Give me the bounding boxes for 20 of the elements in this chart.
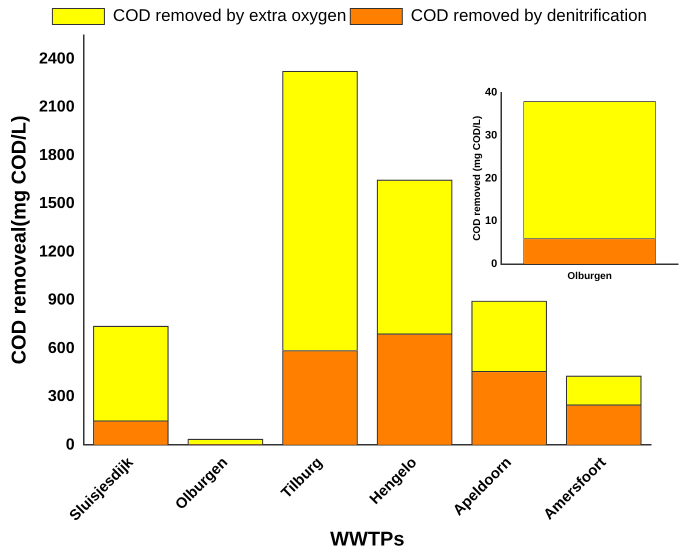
x-tick-label: Olburgen xyxy=(567,270,612,282)
y-tick-label: 20 xyxy=(484,172,498,184)
y-tick-label: 900 xyxy=(48,292,75,309)
y-tick-label: 1200 xyxy=(39,243,75,260)
y-tick-label: 600 xyxy=(48,340,75,357)
y-tick-label: 300 xyxy=(48,388,75,406)
y-tick-label: 1800 xyxy=(39,146,75,164)
y-tick-label: 40 xyxy=(484,86,498,99)
y-tick-label: 0 xyxy=(66,436,75,454)
legend-label: COD removed by denitrification xyxy=(410,6,648,26)
y-tick-label: 10 xyxy=(484,215,498,228)
y-axis-title: COD removeal(mg COD/L) xyxy=(8,115,31,364)
y-tick-label: 2400 xyxy=(39,50,75,68)
y-axis-title: COD removed (mg COD/L) xyxy=(472,116,483,241)
y-tick-label: 0 xyxy=(491,258,498,270)
legend-label: COD removed by extra oxygen xyxy=(112,6,346,26)
x-axis-title: WWTPs xyxy=(330,528,405,551)
y-tick-label: 30 xyxy=(484,129,498,142)
y-tick-label: 1500 xyxy=(39,195,75,212)
y-tick-label: 2100 xyxy=(39,98,75,116)
